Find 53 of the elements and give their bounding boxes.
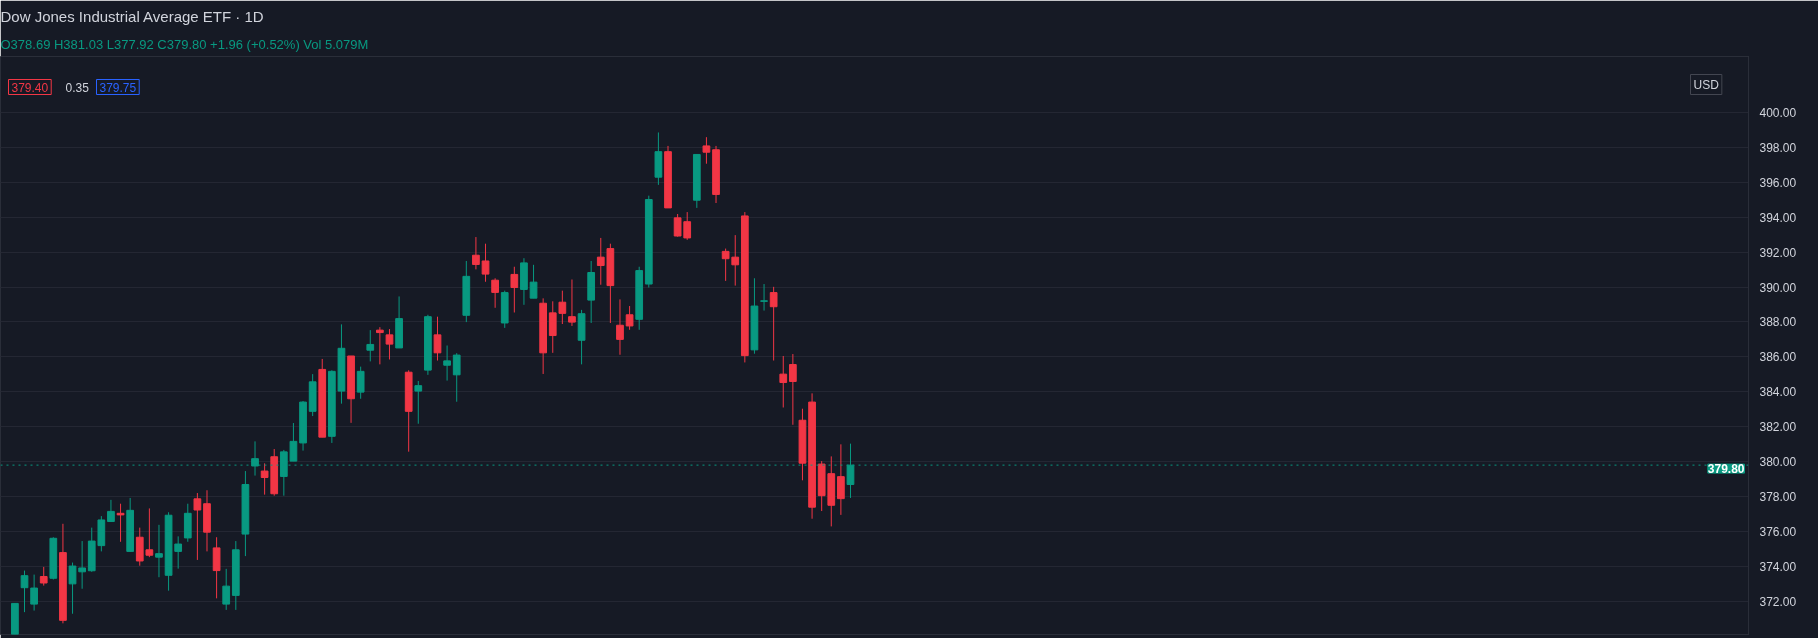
y-tick-label: 390.00 [1759, 280, 1797, 295]
y-tick-label: 382.00 [1759, 420, 1797, 435]
candlestick [769, 286, 778, 362]
y-tick-label: 376.00 [1759, 524, 1797, 539]
y-tick-label: 374.00 [1759, 559, 1797, 574]
candlestick [779, 355, 788, 408]
candlestick [491, 277, 499, 309]
candlestick [155, 524, 163, 578]
candlestick [452, 352, 461, 403]
y-tick-label: 380.00 [1759, 455, 1797, 470]
candlestick [837, 443, 845, 516]
y-tick-label: 384.00 [1759, 385, 1797, 400]
candlestick [481, 243, 490, 283]
candlestick [760, 283, 768, 312]
chart-title: Dow Jones Industrial Average ETF · 1D [0, 7, 264, 25]
candlestick [702, 136, 711, 165]
candlestick [30, 574, 38, 612]
candlestick [385, 328, 394, 360]
y-tick-label: 400.00 [1759, 105, 1797, 120]
y-tick-label: 386.00 [1759, 350, 1797, 365]
annotation: 0.35 [65, 80, 90, 95]
candlestick [222, 568, 231, 611]
y-tick-label: 378.00 [1759, 490, 1797, 505]
candlestick [472, 236, 480, 270]
candlestick [376, 326, 384, 365]
candlestick [443, 345, 451, 382]
annotation: 379.40 [11, 80, 49, 95]
candlestick [107, 499, 115, 523]
y-tick-label: 396.00 [1759, 175, 1797, 190]
candlestick [20, 570, 29, 613]
y-tick-label: 372.00 [1759, 594, 1797, 609]
candlestick [414, 380, 423, 425]
candlestick [568, 278, 576, 327]
candlestick [529, 264, 538, 299]
candlestick [616, 298, 624, 356]
candlestick [212, 536, 221, 599]
candlestick [39, 566, 48, 587]
candlestick [116, 503, 125, 543]
candlestick [193, 492, 202, 561]
annotation: USD [1693, 77, 1720, 92]
y-tick-label: 388.00 [1759, 315, 1797, 330]
candlestick [625, 305, 634, 331]
y-tick-label: 398.00 [1759, 140, 1797, 155]
ref-line-label: 379.80 [1707, 462, 1745, 477]
candlestick [510, 266, 519, 313]
candlestick [356, 366, 365, 400]
candlestick [366, 329, 375, 362]
candlestick [789, 353, 797, 426]
chart-subtitle: O378.69 H381.03 L377.92 C379.80 +1.96 (+0.52%) Vol 5.079M [0, 36, 369, 52]
annotation: 379.75 [99, 80, 137, 95]
candlestick [433, 316, 442, 362]
y-tick-label: 394.00 [1759, 210, 1797, 225]
y-tick-label: 392.00 [1759, 245, 1797, 260]
